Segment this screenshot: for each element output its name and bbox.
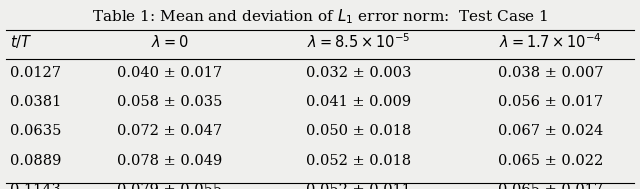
Text: 0.040 ± 0.017: 0.040 ± 0.017	[117, 66, 222, 80]
Text: 0.032 ± 0.003: 0.032 ± 0.003	[306, 66, 411, 80]
Text: 0.052 ± 0.018: 0.052 ± 0.018	[306, 154, 411, 168]
Text: Table 1: Mean and deviation of $L_1$ error norm:  Test Case 1: Table 1: Mean and deviation of $L_1$ err…	[92, 8, 548, 26]
Text: 0.1143: 0.1143	[10, 183, 60, 189]
Text: 0.072 ± 0.047: 0.072 ± 0.047	[117, 124, 222, 138]
Text: 0.079 ± 0.055: 0.079 ± 0.055	[117, 183, 222, 189]
Text: 0.078 ± 0.049: 0.078 ± 0.049	[117, 154, 222, 168]
Text: 0.065 ± 0.017: 0.065 ± 0.017	[498, 183, 603, 189]
Text: 0.058 ± 0.035: 0.058 ± 0.035	[117, 95, 222, 109]
Text: 0.0127: 0.0127	[10, 66, 61, 80]
Text: 0.038 ± 0.007: 0.038 ± 0.007	[498, 66, 603, 80]
Text: $t/T$: $t/T$	[10, 33, 32, 50]
Text: 0.041 ± 0.009: 0.041 ± 0.009	[306, 95, 411, 109]
Text: $\lambda = 8.5 \times 10^{-5}$: $\lambda = 8.5 \times 10^{-5}$	[307, 32, 410, 51]
Text: 0.0889: 0.0889	[10, 154, 61, 168]
Text: 0.056 ± 0.017: 0.056 ± 0.017	[498, 95, 603, 109]
Text: 0.0635: 0.0635	[10, 124, 61, 138]
Text: $\lambda = 1.7 \times 10^{-4}$: $\lambda = 1.7 \times 10^{-4}$	[499, 32, 602, 51]
Text: 0.050 ± 0.018: 0.050 ± 0.018	[306, 124, 411, 138]
Text: $\lambda = 0$: $\lambda = 0$	[151, 34, 188, 50]
Text: 0.065 ± 0.022: 0.065 ± 0.022	[498, 154, 603, 168]
Text: 0.067 ± 0.024: 0.067 ± 0.024	[498, 124, 603, 138]
Text: 0.0381: 0.0381	[10, 95, 61, 109]
Text: 0.052 ± 0.011: 0.052 ± 0.011	[306, 183, 411, 189]
